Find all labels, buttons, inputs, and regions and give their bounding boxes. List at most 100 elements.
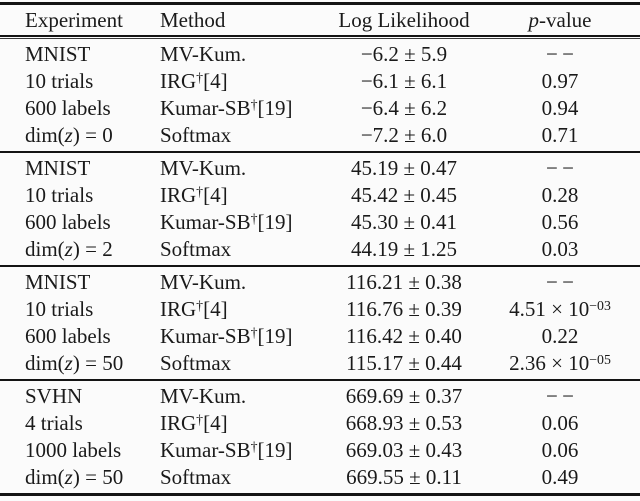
p-value-cell: 0.97 — [480, 68, 640, 95]
p-value-base: 0.06 — [541, 411, 579, 435]
log-likelihood-cell: 44.19 ± 1.25 — [350, 237, 458, 261]
dagger-mark: † — [250, 210, 258, 226]
p-value-cell: 0.71 — [480, 122, 640, 149]
rule-block-separator — [0, 265, 640, 267]
log-likelihood-cell: 45.30 ± 0.41 — [350, 210, 458, 234]
experiment-text: 600 labels — [25, 210, 111, 234]
header-p-value: p-value — [480, 7, 640, 34]
p-value-cell: 0.94 — [480, 95, 640, 122]
method-citation: [19] — [257, 324, 293, 348]
table-block-mnist-dim0: MNIST MV-Kum. −6.2 ± 5.9 − − 10 trials I… — [0, 39, 640, 151]
experiment-var: z — [64, 237, 73, 261]
method-cell: MV-Kum. — [160, 383, 328, 410]
dagger-mark: † — [196, 297, 204, 313]
p-value-cell: 0.03 — [480, 236, 640, 263]
method-name: IRG — [160, 297, 197, 321]
table-row: 1000 labels Kumar-SB†[19] 669.03 ± 0.43 … — [0, 437, 640, 464]
table-row: MNIST MV-Kum. −6.2 ± 5.9 − − — [0, 41, 640, 68]
method-name: IRG — [160, 183, 197, 207]
method-name: MV-Kum. — [160, 270, 247, 294]
p-value-cell: 0.49 — [480, 464, 640, 491]
method-cell: MV-Kum. — [160, 41, 328, 68]
method-cell: MV-Kum. — [160, 269, 328, 296]
log-likelihood-cell: 116.76 ± 0.39 — [346, 297, 462, 321]
p-value-cell: − − — [480, 41, 640, 68]
table-row: 10 trials IRG†[4] 45.42 ± 0.45 0.28 — [0, 182, 640, 209]
method-name: Softmax — [160, 465, 232, 489]
rule-top — [0, 2, 640, 5]
p-value-base: 0.28 — [541, 183, 579, 207]
p-value-cell: 0.56 — [480, 209, 640, 236]
method-cell: Softmax — [160, 464, 328, 491]
table-row: dim(z) = 50 Softmax 115.17 ± 0.44 2.36 ×… — [0, 350, 640, 377]
dagger-mark: † — [250, 96, 258, 112]
header-log-likelihood: Log Likelihood — [338, 7, 470, 32]
method-name: IRG — [160, 69, 197, 93]
experiment-var: z — [64, 351, 73, 375]
table-row: dim(z) = 0 Softmax −7.2 ± 6.0 0.71 — [0, 122, 640, 149]
p-value-base: 0.22 — [541, 324, 579, 348]
method-name: Kumar-SB — [160, 438, 251, 462]
p-value-exponent: −03 — [589, 297, 611, 313]
experiment-cell: dim(z) = 50 — [0, 464, 160, 491]
experiment-text: 10 trials — [25, 183, 94, 207]
p-value-base: 0.71 — [541, 123, 579, 147]
p-value-base: 0.49 — [541, 465, 579, 489]
experiment-text: dim( — [25, 465, 65, 489]
p-value-base: 0.56 — [541, 210, 579, 234]
experiment-cell: 1000 labels — [0, 437, 160, 464]
method-name: MV-Kum. — [160, 156, 247, 180]
method-name: Softmax — [160, 123, 232, 147]
p-value-base: − − — [546, 384, 574, 408]
log-likelihood-cell: −6.4 ± 6.2 — [360, 96, 448, 120]
table-row: dim(z) = 50 Softmax 669.55 ± 0.11 0.49 — [0, 464, 640, 491]
experiment-text: dim( — [25, 351, 65, 375]
experiment-cell: 10 trials — [0, 182, 160, 209]
method-name: Softmax — [160, 351, 232, 375]
method-cell: Kumar-SB†[19] — [160, 209, 328, 236]
dagger-mark: † — [196, 69, 204, 85]
header-p-rest: -value — [539, 7, 592, 32]
method-name: Softmax — [160, 237, 232, 261]
table-row: MNIST MV-Kum. 116.21 ± 0.38 − − — [0, 269, 640, 296]
table-block-mnist-dim2: MNIST MV-Kum. 45.19 ± 0.47 − − 10 trials… — [0, 153, 640, 265]
table-header: Experiment Method Log Likelihood p-value — [0, 5, 640, 35]
experiment-cell: dim(z) = 0 — [0, 122, 160, 149]
log-likelihood-cell: −6.1 ± 6.1 — [360, 69, 448, 93]
log-likelihood-cell: −7.2 ± 6.0 — [360, 123, 448, 147]
experiment-text: 600 labels — [25, 96, 111, 120]
rule-block-separator — [0, 379, 640, 381]
experiment-cell: MNIST — [0, 155, 160, 182]
table-row: 4 trials IRG†[4] 668.93 ± 0.53 0.06 — [0, 410, 640, 437]
table-row: SVHN MV-Kum. 669.69 ± 0.37 − − — [0, 383, 640, 410]
header-row: Experiment Method Log Likelihood p-value — [0, 5, 640, 35]
method-citation: [19] — [257, 438, 293, 462]
experiment-cell: dim(z) = 2 — [0, 236, 160, 263]
log-likelihood-cell: 115.17 ± 0.44 — [346, 351, 462, 375]
method-name: IRG — [160, 411, 197, 435]
method-cell: Softmax — [160, 236, 328, 263]
method-cell: Kumar-SB†[19] — [160, 323, 328, 350]
experiment-cell: 600 labels — [0, 323, 160, 350]
p-value-cell: 2.36 × 10−05 — [480, 350, 640, 377]
log-likelihood-cell: 669.03 ± 0.43 — [345, 438, 463, 462]
method-cell: IRG†[4] — [160, 410, 328, 437]
experiment-text: MNIST — [25, 156, 91, 180]
table-block-mnist-dim50: MNIST MV-Kum. 116.21 ± 0.38 − − 10 trial… — [0, 267, 640, 379]
p-value-base: 2.36 × 10 — [509, 351, 590, 375]
table-row: MNIST MV-Kum. 45.19 ± 0.47 − − — [0, 155, 640, 182]
table-row: 10 trials IRG†[4] 116.76 ± 0.39 4.51 × 1… — [0, 296, 640, 323]
p-value-cell: − − — [480, 155, 640, 182]
experiment-var: z — [64, 465, 73, 489]
p-value-cell: − − — [480, 383, 640, 410]
dagger-mark: † — [250, 438, 258, 454]
log-likelihood-cell: 668.93 ± 0.53 — [345, 411, 463, 435]
experiment-var: z — [64, 123, 73, 147]
experiment-rest: ) = 50 — [72, 351, 124, 375]
p-value-base: − − — [546, 42, 574, 66]
method-cell: IRG†[4] — [160, 68, 328, 95]
experiment-cell: 10 trials — [0, 296, 160, 323]
dagger-mark: † — [250, 324, 258, 340]
p-value-base: 0.94 — [541, 96, 579, 120]
method-citation: [4] — [203, 411, 228, 435]
